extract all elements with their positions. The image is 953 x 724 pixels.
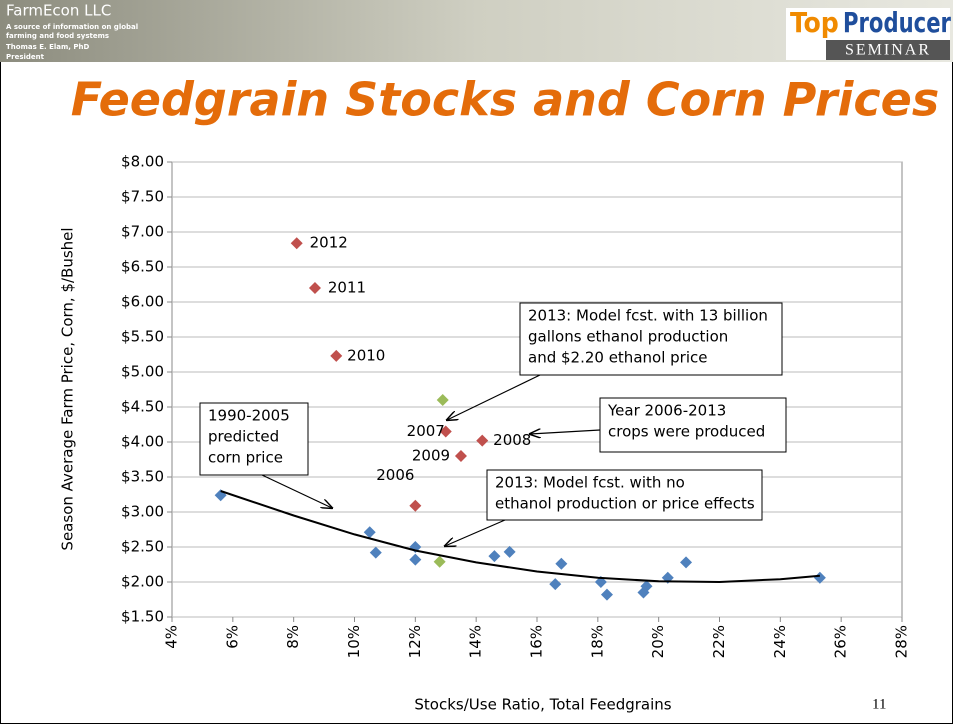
point bbox=[363, 526, 376, 539]
point bbox=[680, 556, 693, 569]
point-label: 2011 bbox=[328, 279, 366, 297]
x-tick-label: 26% bbox=[832, 625, 850, 658]
point bbox=[454, 450, 467, 462]
annotation-text: ethanol production or price effects bbox=[495, 495, 755, 513]
x-tick-label: 14% bbox=[467, 625, 485, 658]
tagline: A source of information on global bbox=[6, 23, 138, 31]
role: President bbox=[6, 53, 45, 61]
chart-title: Feedgrain Stocks and Corn Prices bbox=[71, 73, 939, 127]
annotation-box bbox=[486, 469, 763, 521]
point-label: 2007 bbox=[407, 422, 445, 440]
y-tick-label: $7.50 bbox=[121, 188, 164, 206]
annotation-box bbox=[599, 397, 787, 453]
annotation-box bbox=[519, 302, 783, 376]
slide-number: 11 bbox=[872, 696, 886, 712]
point bbox=[488, 550, 501, 563]
annotation-text: Year 2006-2013 bbox=[607, 402, 726, 420]
x-tick-label: 22% bbox=[710, 625, 728, 658]
annotation-text: predicted bbox=[208, 428, 279, 446]
point bbox=[476, 434, 489, 447]
annotation-text: 2013: Model fcst. with 13 billion bbox=[528, 307, 768, 325]
y-tick-label: $2.50 bbox=[121, 538, 164, 556]
y-tick-label: $5.00 bbox=[121, 363, 164, 381]
point bbox=[369, 546, 382, 559]
annotation-arrow bbox=[445, 519, 506, 546]
y-tick-label: $3.00 bbox=[121, 503, 164, 521]
x-tick-label: 8% bbox=[284, 625, 302, 649]
annotation-text: and $2.20 ethanol price bbox=[528, 349, 707, 367]
author: Thomas E. Elam, PhD bbox=[6, 43, 89, 51]
point bbox=[600, 588, 613, 601]
annotation-text: crops were produced bbox=[608, 423, 765, 441]
logo-seminar: SEMINAR bbox=[845, 42, 931, 59]
point-label: 2009 bbox=[412, 447, 450, 465]
annotation-text: 1990-2005 bbox=[208, 407, 290, 425]
point-label: 2008 bbox=[493, 431, 531, 449]
point bbox=[436, 394, 449, 406]
annotation-text: corn price bbox=[208, 449, 283, 467]
y-tick-label: $2.00 bbox=[121, 573, 164, 591]
point bbox=[503, 545, 516, 558]
point bbox=[290, 237, 303, 250]
x-tick-label: 20% bbox=[649, 625, 667, 658]
y-tick-label: $6.50 bbox=[121, 258, 164, 276]
x-tick-label: 18% bbox=[588, 625, 606, 658]
annotation-text: 2013: Model fcst. with no bbox=[495, 474, 685, 492]
point bbox=[640, 580, 653, 593]
logo-producer: Producer bbox=[843, 6, 951, 39]
x-tick-label: 24% bbox=[771, 625, 789, 658]
annotation-arrow bbox=[530, 430, 601, 434]
point-label: 2010 bbox=[347, 346, 385, 364]
x-tick-label: 16% bbox=[528, 625, 546, 658]
y-tick-label: $3.50 bbox=[121, 468, 164, 486]
point bbox=[330, 349, 343, 362]
point-label: 2006 bbox=[376, 466, 414, 484]
y-tick-label: $1.50 bbox=[121, 608, 164, 626]
fit-line bbox=[220, 490, 820, 584]
logo-top: Top bbox=[790, 6, 839, 39]
x-axis-label: Stocks/Use Ratio, Total Feedgrains bbox=[414, 696, 671, 714]
annotation-arrow bbox=[261, 474, 332, 508]
point bbox=[813, 571, 826, 584]
y-tick-label: $8.00 bbox=[121, 153, 164, 171]
y-tick-label: $7.00 bbox=[121, 223, 164, 241]
point bbox=[409, 499, 422, 512]
x-tick-label: 10% bbox=[345, 625, 363, 658]
point bbox=[433, 555, 446, 568]
x-tick-label: 28% bbox=[893, 625, 911, 658]
y-tick-label: $5.50 bbox=[121, 328, 164, 346]
point bbox=[409, 553, 422, 566]
point bbox=[549, 578, 562, 591]
y-tick-label: $4.00 bbox=[121, 433, 164, 451]
annotation-box bbox=[199, 402, 309, 476]
x-tick-label: 4% bbox=[163, 625, 181, 649]
y-tick-label: $6.00 bbox=[121, 293, 164, 311]
y-axis-label: Season Average Farm Price, Corn, $/Bushe… bbox=[59, 227, 77, 550]
plot-area bbox=[171, 161, 903, 618]
annotation-text: gallons ethanol production bbox=[528, 328, 728, 346]
x-tick-label: 12% bbox=[406, 625, 424, 658]
point bbox=[439, 425, 452, 438]
point bbox=[555, 557, 568, 570]
y-tick-label: $4.50 bbox=[121, 398, 164, 416]
x-tick-label: 6% bbox=[223, 625, 241, 649]
annotation-arrow bbox=[447, 374, 541, 420]
company: FarmEcon LLC bbox=[6, 2, 111, 20]
tagline: farming and food systems bbox=[6, 32, 109, 40]
logo-band bbox=[826, 40, 950, 60]
point-label: 2012 bbox=[310, 234, 348, 252]
point bbox=[308, 282, 321, 294]
